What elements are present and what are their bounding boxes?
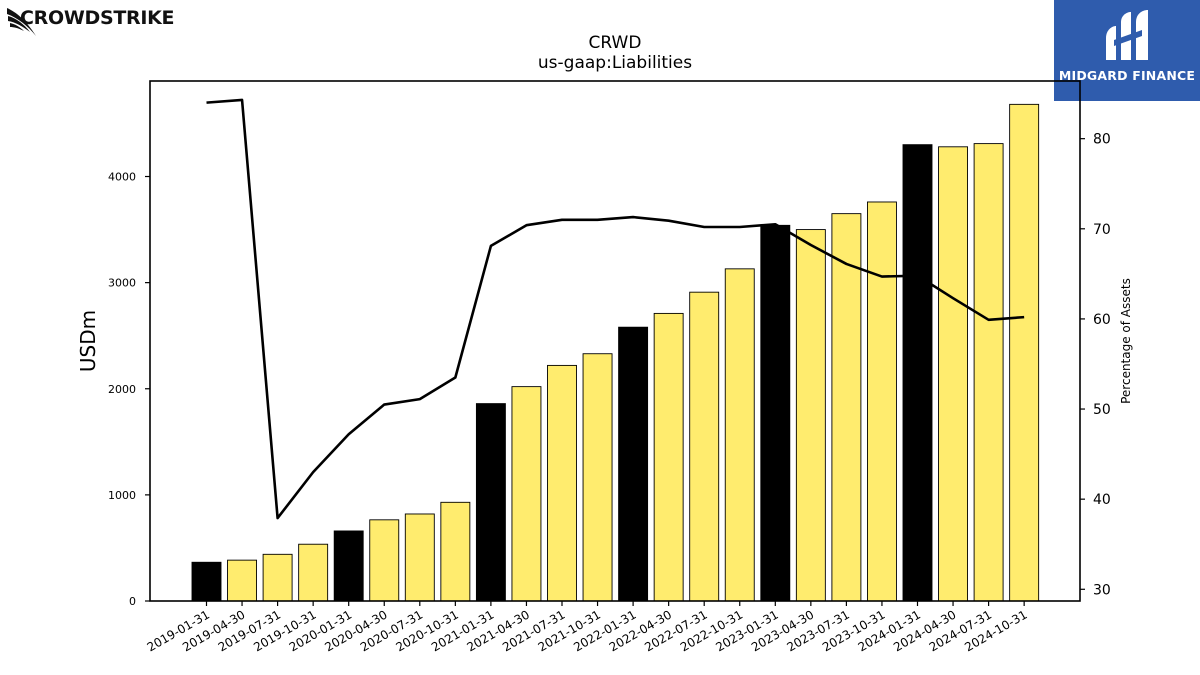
bar-series bbox=[191, 103, 1040, 602]
bar-2022-10-31 bbox=[724, 268, 755, 602]
midgard-finance-brand: MIDGARD FINANCE bbox=[1054, 0, 1200, 101]
crowdstrike-wordmark: CROWDSTRIKE bbox=[20, 7, 175, 29]
bar-2024-01-31 bbox=[902, 144, 933, 602]
chart-subtitle: us-gaap:Liabilities bbox=[538, 53, 692, 73]
chart-title: CRWD bbox=[589, 33, 642, 53]
bar-2020-10-31 bbox=[440, 501, 471, 602]
left-y-tick-label: 1000 bbox=[108, 489, 136, 502]
bar-2023-07-31 bbox=[831, 213, 862, 602]
bar-2023-01-31 bbox=[760, 224, 791, 602]
bar-2019-10-31 bbox=[298, 543, 329, 602]
left-axis-label: USDm bbox=[76, 310, 100, 372]
crowdstrike-brand: CROWDSTRIKE bbox=[6, 4, 206, 40]
left-y-tick-label: 3000 bbox=[108, 277, 136, 290]
bar-2022-04-30 bbox=[653, 312, 684, 602]
left-y-axis: 0 1000 2000 3000 4000 bbox=[108, 171, 150, 608]
line-series bbox=[206, 98, 1025, 520]
bar-2021-10-31 bbox=[582, 353, 613, 602]
bar-2024-04-30 bbox=[938, 146, 968, 602]
right-y-axis: 30 40 50 60 70 80 bbox=[1080, 132, 1111, 598]
bar-2020-07-31 bbox=[404, 513, 435, 602]
right-y-tick-label: 80 bbox=[1093, 132, 1111, 148]
bar-2019-01-31 bbox=[191, 561, 222, 602]
bar-2020-01-31 bbox=[333, 530, 364, 602]
x-axis: 2019-01-312019-04-302019-07-312019-10-31… bbox=[145, 601, 1030, 654]
bar-2019-04-30 bbox=[227, 559, 258, 602]
bar-2023-10-31 bbox=[867, 201, 897, 602]
plot-frame bbox=[149, 80, 1081, 602]
percentage-of-assets-line bbox=[206, 98, 1025, 520]
midgard-logo-icon bbox=[1106, 10, 1148, 60]
falcon-logo-icon bbox=[7, 8, 36, 36]
left-y-tick-label: 0 bbox=[129, 595, 136, 608]
bar-2021-07-31 bbox=[547, 364, 577, 602]
bar-2019-07-31 bbox=[262, 553, 293, 602]
midgard-finance-wordmark: MIDGARD FINANCE bbox=[1058, 68, 1196, 83]
bar-2023-04-30 bbox=[795, 229, 826, 602]
right-y-tick-label: 30 bbox=[1093, 582, 1111, 598]
bar-2024-07-31 bbox=[973, 143, 1004, 602]
right-y-tick-label: 50 bbox=[1093, 402, 1111, 418]
bar-2022-07-31 bbox=[689, 291, 720, 602]
bar-2020-04-30 bbox=[369, 519, 400, 602]
right-axis-label: Percentage of Assets bbox=[1119, 278, 1133, 404]
right-y-tick-label: 40 bbox=[1093, 492, 1111, 508]
bar-2021-01-31 bbox=[475, 403, 506, 602]
left-y-tick-label: 4000 bbox=[108, 171, 136, 184]
bar-2021-04-30 bbox=[511, 386, 542, 602]
right-y-tick-label: 70 bbox=[1093, 222, 1111, 238]
left-y-tick-label: 2000 bbox=[108, 383, 136, 396]
bar-2024-10-31 bbox=[1009, 103, 1040, 602]
right-y-tick-label: 60 bbox=[1093, 312, 1111, 328]
bar-2022-01-31 bbox=[618, 326, 649, 602]
